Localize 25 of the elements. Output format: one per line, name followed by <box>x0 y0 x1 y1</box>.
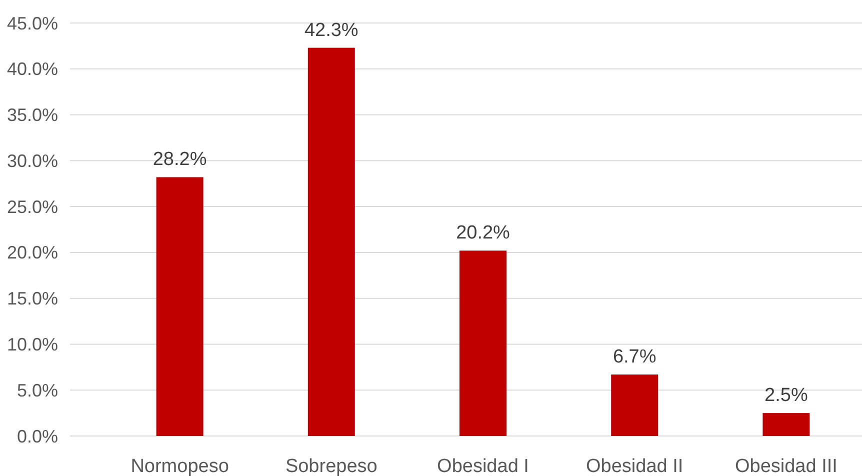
x-tick-label: Sobrepeso <box>285 456 378 476</box>
y-tick-label: 25.0% <box>6 196 58 217</box>
y-tick-label: 10.0% <box>6 334 58 355</box>
data-label: 42.3% <box>304 20 358 41</box>
y-tick-label: 20.0% <box>6 242 58 263</box>
x-tick-label: Normopeso <box>130 456 229 476</box>
bar <box>308 48 355 436</box>
y-tick-label: 40.0% <box>6 59 58 80</box>
bar <box>156 177 204 436</box>
x-tick-label: Obesidad I <box>437 456 529 476</box>
x-tick-label: Obesidad III <box>734 456 838 476</box>
bar <box>460 250 506 436</box>
data-label: 6.7% <box>612 346 656 368</box>
y-tick-label: 0.0% <box>16 426 58 446</box>
y-tick-label: 45.0% <box>6 13 58 34</box>
data-label: 2.5% <box>764 385 808 406</box>
x-tick-label: Obesidad II <box>586 456 684 476</box>
y-tick-label: 5.0% <box>16 380 58 400</box>
y-tick-label: 15.0% <box>6 288 58 309</box>
y-tick-label: 35.0% <box>6 105 58 126</box>
data-label: 20.2% <box>456 222 510 244</box>
bar <box>611 374 658 436</box>
data-label: 28.2% <box>152 149 207 170</box>
bar <box>762 413 810 436</box>
y-tick-label: 30.0% <box>6 150 58 171</box>
